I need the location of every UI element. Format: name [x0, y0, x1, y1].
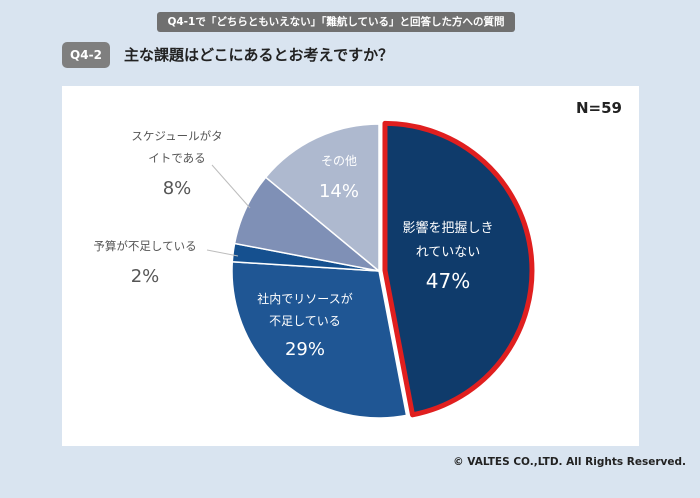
slice-value-label: 29%	[285, 339, 325, 360]
slice-value-label: 8%	[163, 178, 192, 199]
slice-category-text: 影響を把握しき	[402, 220, 493, 236]
slice-category-text: れていない	[416, 245, 481, 260]
highlight-outline	[382, 120, 535, 418]
copyright-notice: © VALTES CO.,LTD. All Rights Reserved.	[453, 456, 686, 468]
slice-category-text: 不足している	[269, 314, 341, 328]
pie-slice-5	[264, 123, 380, 273]
slice-category-text: 予算が不足している	[93, 239, 196, 253]
slice-value-label: 2%	[131, 266, 160, 287]
slice-category-text: その他	[321, 154, 357, 168]
question-title: 主な課題はどこにあるとお考えですか？	[124, 46, 394, 64]
pie-slice-2	[231, 260, 408, 419]
question-number-badge: Q4-2	[62, 42, 110, 68]
slice-category-text: 社内でリソースが	[257, 291, 352, 306]
slice-label-5: その他 14%	[319, 154, 359, 202]
slice-category-text: イトである	[148, 151, 205, 165]
question-context-banner: Q4-1で「どちらともいえない」「難航している」と回答した方への質問	[157, 12, 515, 32]
leader-line-3	[206, 249, 239, 257]
slice-value-label: 47%	[426, 269, 470, 293]
leader-line-4	[211, 164, 251, 209]
slice-label-3: 予算が不足している 2%	[93, 239, 196, 287]
sample-size-label: N=59	[576, 99, 622, 117]
slice-category-text: スケジュールがタ	[131, 129, 222, 143]
slice-value-label: 14%	[319, 181, 359, 202]
